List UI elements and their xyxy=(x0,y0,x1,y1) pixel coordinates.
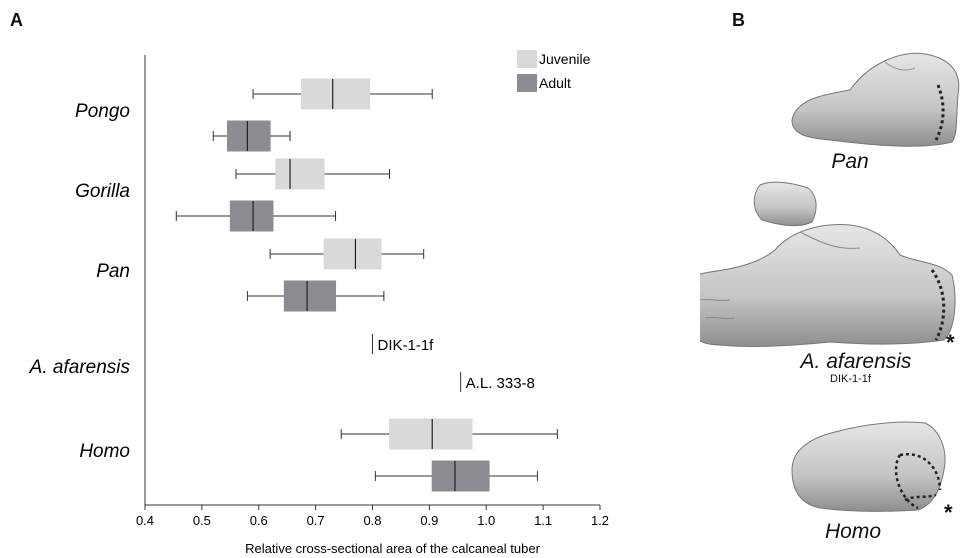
afarensis-foot-image xyxy=(700,181,956,347)
homo-asterisk: * xyxy=(944,500,953,525)
x-tick-label: 0.9 xyxy=(420,513,438,528)
x-tick-label: 1.2 xyxy=(591,513,609,528)
legend-swatch xyxy=(517,74,537,92)
homo-calcaneus-image xyxy=(791,421,946,512)
legend-label: Adult xyxy=(539,75,571,91)
legend-label: Juvenile xyxy=(539,51,591,67)
box-juvenile xyxy=(275,158,325,190)
box-adult xyxy=(283,280,337,312)
pan-figure-label: Pan xyxy=(831,150,869,173)
box-adult xyxy=(229,200,274,232)
x-tick-label: 0.8 xyxy=(363,513,381,528)
x-tick-label: 0.4 xyxy=(136,513,154,528)
pan-calcaneus-image xyxy=(791,52,960,147)
bone-renderings xyxy=(700,52,960,512)
x-tick-label: 0.6 xyxy=(250,513,268,528)
afarensis-asterisk: * xyxy=(946,330,955,355)
box-juvenile xyxy=(300,78,371,110)
legend-swatch xyxy=(517,50,537,68)
box-adult xyxy=(226,120,271,152)
x-tick-label: 1.0 xyxy=(477,513,495,528)
afarensis-specimen-label: DIK-1-1f xyxy=(830,373,871,385)
box-adult xyxy=(431,460,490,492)
species-label: A. afarensis xyxy=(29,357,131,378)
chart-axes: 0.4 0.5 0.6 0.7 0.8 0.9 1.0 1.1 1.2 Relative cros… xyxy=(136,55,609,556)
label-layer: Pongo Gorilla Pan A. afarensis DIK-1-1f A.L. … xyxy=(29,101,535,462)
afarensis-figure-label: A. afarensis xyxy=(800,350,912,373)
box-layer xyxy=(175,78,558,492)
specimen-label: DIK-1-1f xyxy=(378,337,435,354)
species-label: Homo xyxy=(79,441,130,462)
x-tick-label: 0.5 xyxy=(193,513,211,528)
homo-figure-label: Homo xyxy=(824,520,882,543)
species-label: Gorilla xyxy=(75,181,130,202)
panel-a-letter: A xyxy=(10,10,23,30)
x-axis-title: Relative cross-sectional area of the cal… xyxy=(245,541,540,556)
species-label: Pongo xyxy=(75,101,130,122)
boxplot-chart: 0.4 0.5 0.6 0.7 0.8 0.9 1.0 1.1 1.2 Relative cros… xyxy=(29,50,609,556)
box-juvenile xyxy=(389,418,473,450)
x-tick-label: 1.1 xyxy=(534,513,552,528)
species-label: Pan xyxy=(96,261,130,282)
chart-legend: Juvenile Adult xyxy=(517,50,591,92)
x-tick-label: 0.7 xyxy=(307,513,325,528)
specimen-label: A.L. 333-8 xyxy=(466,375,535,392)
box-juvenile xyxy=(323,238,382,270)
panel-b-letter: B xyxy=(732,10,745,30)
